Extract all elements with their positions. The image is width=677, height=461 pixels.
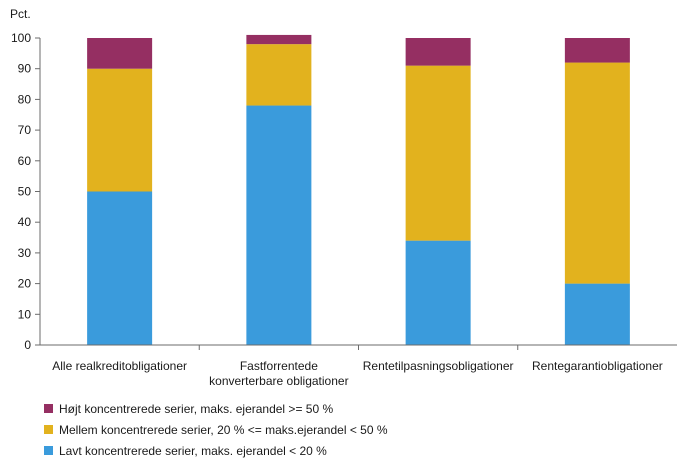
bar-segment [87, 191, 153, 345]
legend-item: Højt koncentrerede serier, maks. ejerand… [44, 398, 388, 419]
y-tick-label: 90 [18, 62, 32, 76]
legend-swatch [44, 425, 53, 434]
bar-segment [405, 38, 471, 66]
y-tick-label: 100 [11, 31, 31, 45]
legend-item: Mellem koncentrerede serier, 20 % <= mak… [44, 419, 388, 440]
legend: Højt koncentrerede serier, maks. ejerand… [44, 398, 388, 461]
x-tick-label: Rentegarantiobligationer [532, 359, 663, 373]
y-tick-label: 50 [18, 185, 32, 199]
y-tick-label: 30 [18, 246, 32, 260]
bar-segment [246, 44, 312, 106]
legend-swatch [44, 446, 53, 455]
x-axis-labels: Alle realkreditobligationer Fastforrented… [52, 359, 663, 388]
legend-label: Lavt koncentrerede serier, maks. ejerand… [59, 443, 327, 458]
bar-segment [564, 283, 630, 345]
bar-segment [405, 65, 471, 241]
bar-segment [564, 38, 630, 63]
x-tick-label: Alle realkreditobligationer [52, 359, 187, 373]
y-axis-label: Pct. [10, 7, 31, 21]
bar-segment [564, 62, 630, 284]
bars [87, 34, 630, 345]
bar-segment [405, 240, 471, 345]
y-tick-label: 70 [18, 123, 32, 137]
y-tick-label: 10 [18, 307, 32, 321]
y-tick-label: 80 [18, 92, 32, 106]
axes [39, 38, 677, 350]
y-tick-label: 40 [18, 215, 32, 229]
y-tick-label: 20 [18, 277, 32, 291]
x-tick-label: Fastforrentede [240, 359, 318, 373]
y-tick-label: 0 [24, 338, 31, 352]
x-tick-label: konverterbare obligationer [209, 374, 348, 388]
legend-item: Lavt koncentrerede serier, maks. ejerand… [44, 440, 388, 461]
bar-segment [246, 34, 312, 45]
x-tick-label: Rentetilpasningsobligationer [363, 359, 514, 373]
legend-label: Højt koncentrerede serier, maks. ejerand… [59, 401, 334, 416]
bar-segment [87, 38, 153, 69]
bar-segment [87, 68, 153, 192]
y-axis-ticks: 0 10 20 30 40 50 60 70 80 90 100 [11, 31, 40, 352]
legend-label: Mellem koncentrerede serier, 20 % <= mak… [59, 422, 388, 437]
bar-segment [246, 105, 312, 345]
y-tick-label: 60 [18, 154, 32, 168]
legend-swatch [44, 404, 53, 413]
